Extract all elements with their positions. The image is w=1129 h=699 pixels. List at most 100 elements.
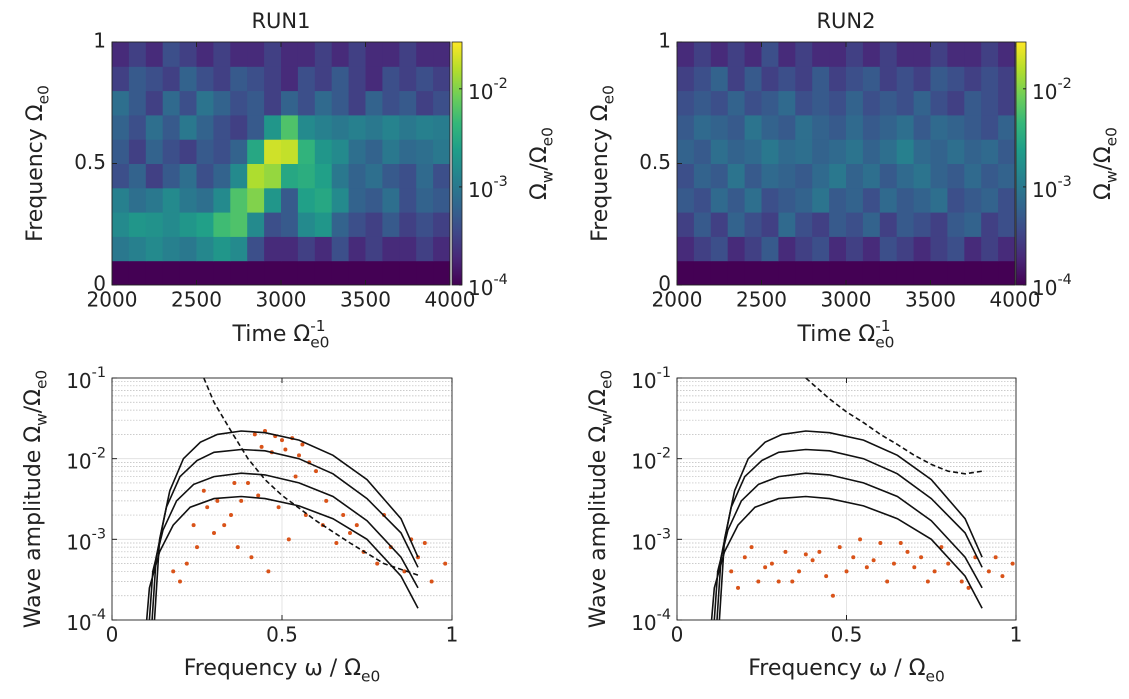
heat-cell <box>213 42 231 67</box>
heat-cell <box>433 114 450 140</box>
y-axis-label-text: Wave amplitude Ωw/Ωe0 <box>586 370 616 628</box>
scatter-point <box>742 555 747 560</box>
scatter-point <box>283 447 288 452</box>
scatter-point <box>905 549 910 554</box>
heat-cell <box>247 236 265 262</box>
scatter-point <box>171 569 176 574</box>
heat-cell <box>348 114 366 140</box>
heat-cell <box>677 139 695 164</box>
heat-cell <box>213 114 231 140</box>
colorbar-label-part: Ω <box>527 183 552 200</box>
y-tick-label-base: 10 <box>631 611 656 635</box>
heat-cell <box>693 212 712 237</box>
heat-cell <box>382 66 400 92</box>
y-tick-label-exp: -3 <box>657 526 671 542</box>
heat-cell <box>145 236 164 262</box>
heat-cell <box>179 260 197 285</box>
colorbar-tick-label-exp: -3 <box>1057 174 1071 190</box>
scatter-point <box>222 523 227 528</box>
heat-cell <box>382 90 400 116</box>
scatter-point <box>276 505 281 510</box>
heat-cell <box>281 42 299 67</box>
colorbar-tick-label-base: 10 <box>1032 276 1057 300</box>
scatter-point <box>314 469 318 474</box>
heat-cell <box>778 187 796 213</box>
y-axis-label-part: Wave amplitude Ω <box>21 426 46 628</box>
heat-cell <box>947 66 965 92</box>
heat-cell <box>331 187 350 213</box>
heat-cell <box>230 42 248 67</box>
heat-cell <box>297 66 316 92</box>
scatter-point <box>756 579 761 584</box>
y-tick-label: 10-1 <box>66 365 106 393</box>
heat-cell <box>213 90 231 116</box>
scatter-point <box>280 438 284 443</box>
heat-cell <box>795 66 813 92</box>
heat-cell <box>930 163 948 189</box>
heat-cell <box>778 66 796 92</box>
heat-cell <box>179 139 197 164</box>
scatter-point <box>256 493 261 498</box>
heat-cell <box>761 236 779 262</box>
colorbar-tick-label-exp: -2 <box>493 76 507 92</box>
colorbar-tick-label-base: 10 <box>468 177 493 201</box>
heat-cell <box>710 163 729 189</box>
heat-cell <box>981 66 999 92</box>
x-tick-label: 2000 <box>87 288 138 312</box>
heat-cell <box>128 66 147 92</box>
heat-cell <box>862 90 881 116</box>
y-tick-label: 10-3 <box>631 526 671 554</box>
heat-cell <box>416 90 434 116</box>
y-tick-label-base: 10 <box>66 611 91 635</box>
x-axis-label-text: Time Ω-1 e0 <box>232 317 330 352</box>
scatter-point <box>1000 574 1005 579</box>
heat-cell <box>862 139 881 164</box>
heat-cell <box>264 260 282 285</box>
scatter-point <box>864 565 869 570</box>
scatter-point <box>334 541 339 546</box>
heat-cell <box>399 236 417 262</box>
heat-cell <box>331 163 350 189</box>
heat-cell <box>998 187 1015 213</box>
panel-title: RUN2 <box>816 9 875 33</box>
heat-cell <box>314 42 333 67</box>
heat-cell <box>744 187 762 213</box>
heat-cell <box>416 66 434 92</box>
model-curve <box>148 472 419 620</box>
heat-cell <box>998 212 1015 237</box>
scatter-point <box>341 513 346 518</box>
heat-cell <box>812 163 830 189</box>
heat-cell <box>998 66 1015 92</box>
scatter-point <box>293 474 298 479</box>
plot-area <box>677 378 1016 620</box>
scatter-point <box>824 574 829 579</box>
heat-cell <box>879 236 898 262</box>
heat-cell <box>829 260 847 285</box>
panel-title: RUN1 <box>251 9 310 33</box>
heat-cell <box>693 114 712 140</box>
heat-cell <box>112 260 130 285</box>
heat-cell <box>981 90 999 116</box>
x-tick-label: 4000 <box>425 288 476 312</box>
heat-cell <box>230 236 248 262</box>
heat-cell <box>812 260 830 285</box>
heat-cell <box>846 139 864 164</box>
colorbar-tick-label-exp: -2 <box>1057 76 1071 92</box>
heat-cell <box>761 163 779 189</box>
y-axis-label: Frequency Ωe0 <box>588 85 618 242</box>
scatter-point <box>837 545 842 550</box>
heat-cell <box>348 236 366 262</box>
heat-cell <box>145 114 164 140</box>
heat-cell <box>930 236 948 262</box>
colorbar-label-part: e0 <box>1103 127 1121 146</box>
heat-cell <box>348 212 366 237</box>
colorbar-tick-label-exp: -4 <box>1057 272 1071 288</box>
heat-cell <box>128 139 147 164</box>
heat-cell <box>829 66 847 92</box>
heat-cell <box>264 66 282 92</box>
heat-cell <box>247 139 265 164</box>
colorbar-tick-label: 10-2 <box>1032 76 1072 104</box>
x-tick-label: 3000 <box>821 288 872 312</box>
heat-cell <box>112 139 130 164</box>
heat-cell <box>297 260 316 285</box>
